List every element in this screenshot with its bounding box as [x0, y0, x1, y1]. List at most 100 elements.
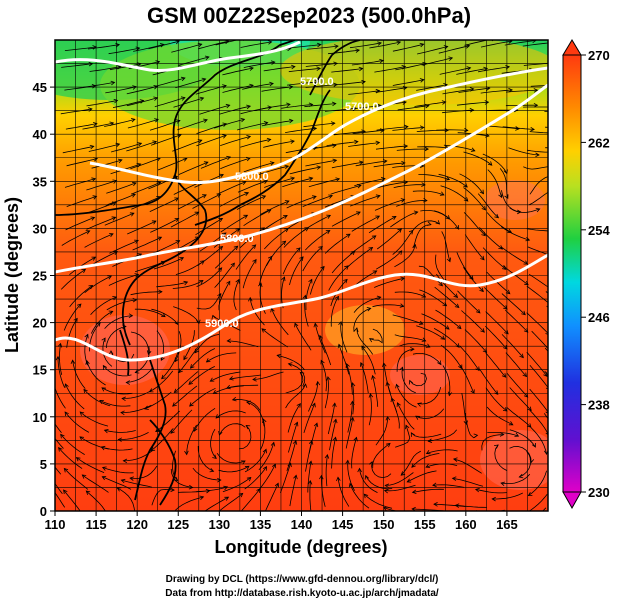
streamline	[174, 331, 182, 362]
streamline	[475, 489, 508, 494]
streamline-arrow	[193, 427, 198, 432]
streamline	[197, 246, 223, 266]
streamline	[372, 375, 379, 407]
streamline	[373, 162, 405, 168]
streamline-arrow	[284, 164, 290, 170]
streamline	[337, 477, 350, 507]
streamline-arrow	[55, 355, 61, 361]
streamline-arrow	[432, 482, 437, 488]
streamline-arrow	[99, 399, 104, 405]
streamline	[351, 437, 357, 469]
streamline-arrow	[290, 139, 295, 144]
streamline	[394, 244, 416, 268]
streamline-arrow	[122, 458, 128, 464]
streamline-arrow	[417, 402, 422, 407]
streamline-arrow	[293, 474, 298, 480]
streamline-arrow	[146, 350, 152, 355]
streamline	[354, 178, 385, 187]
streamline	[130, 291, 162, 296]
streamline	[324, 376, 329, 409]
streamline	[396, 348, 414, 372]
streamline	[104, 429, 136, 433]
streamline	[117, 487, 136, 511]
streamline-arrow	[464, 127, 469, 133]
streamline-arrow	[108, 310, 114, 315]
streamline-arrow	[226, 338, 232, 343]
streamline	[288, 422, 298, 453]
streamline	[526, 312, 548, 334]
streamline	[453, 458, 482, 474]
streamline-arrow	[455, 225, 460, 230]
streamline-arrow	[353, 436, 358, 442]
streamline	[58, 447, 83, 469]
streamline-arrow	[222, 122, 228, 127]
streamline	[282, 177, 313, 188]
streamline	[477, 193, 499, 218]
streamline-arrow	[189, 364, 195, 369]
streamline	[413, 224, 431, 248]
streamline	[419, 289, 447, 307]
streamline-arrow	[197, 42, 203, 48]
streamline	[436, 129, 468, 131]
streamline-arrow	[246, 476, 252, 482]
colorbar-tick-label: 270	[588, 48, 610, 63]
streamline-arrow	[549, 174, 553, 178]
streamline	[505, 309, 529, 333]
streamline-arrow	[427, 438, 433, 443]
streamline	[417, 46, 448, 55]
streamline-arrow	[358, 66, 364, 72]
streamline	[328, 265, 349, 291]
streamline	[105, 326, 126, 349]
streamline-arrow	[466, 66, 472, 71]
streamline-arrow	[179, 257, 185, 262]
streamline	[134, 308, 166, 317]
hokkaido-coast	[309, 40, 361, 96]
x-axis: 110 115 120 125 130 135 140 145 150 155 160 165	[45, 511, 518, 532]
streamline	[198, 40, 229, 50]
streamline-arrow	[454, 303, 460, 309]
streamline	[210, 371, 241, 382]
streamline-arrow	[545, 432, 548, 436]
streamline-arrow	[101, 337, 106, 343]
streamline	[479, 227, 503, 250]
streamline-arrow	[380, 176, 386, 182]
streamline	[375, 145, 408, 150]
streamline-arrow	[551, 188, 555, 192]
streamline-arrow	[355, 48, 361, 53]
streamline	[150, 428, 174, 451]
streamline-arrow	[487, 161, 493, 166]
streamline-arrow	[209, 377, 215, 382]
streamline-arrow	[111, 216, 117, 221]
streamline	[393, 184, 426, 188]
streamline	[372, 304, 404, 308]
y-axis-label: Latitude (degrees)	[2, 197, 22, 353]
streamline	[528, 470, 547, 496]
streamline-arrow	[518, 473, 524, 479]
streamline	[439, 67, 471, 75]
streamline-arrow	[522, 372, 528, 378]
streamline	[82, 122, 114, 130]
streamline	[55, 466, 62, 475]
streamline	[148, 176, 178, 190]
streamline-arrow	[353, 327, 359, 333]
colorbar-min-arrow	[562, 491, 582, 510]
streamline-arrow	[330, 121, 336, 126]
streamline-arrow	[494, 444, 499, 449]
streamline	[239, 227, 265, 249]
streamline-arrow	[579, 42, 583, 46]
streamline	[69, 285, 93, 308]
streamline-arrow	[435, 220, 441, 225]
streamline-arrow	[180, 96, 186, 101]
streamline	[523, 166, 548, 170]
streamline-arrow	[158, 289, 163, 295]
streamline	[192, 193, 221, 209]
streamline	[89, 66, 121, 72]
streamline	[64, 411, 90, 433]
streamline	[523, 62, 548, 66]
streamline-arrow	[224, 496, 230, 501]
streamline	[414, 101, 446, 107]
streamline-arrow	[100, 445, 106, 451]
streamline	[411, 432, 442, 438]
streamline-arrow	[172, 402, 177, 407]
